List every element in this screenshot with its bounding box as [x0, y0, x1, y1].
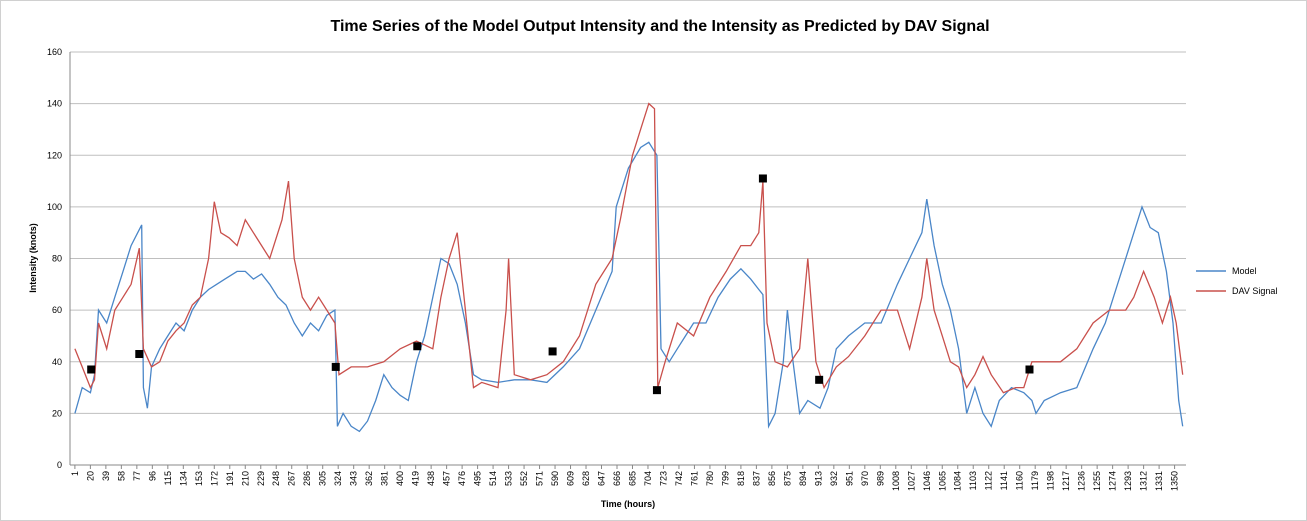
y-tick-label: 100 — [47, 202, 62, 212]
x-tick-label: 343 — [349, 471, 359, 486]
y-tick-label: 140 — [47, 99, 62, 109]
x-tick-label: 1236 — [1077, 471, 1087, 491]
x-axis-label: Time (hours) — [601, 499, 655, 509]
x-tick-label: 115 — [163, 471, 173, 485]
x-tick-label: 286 — [302, 471, 312, 486]
x-tick-label: 856 — [767, 471, 777, 486]
x-tick-label: 1027 — [906, 471, 916, 491]
x-tick-label: 1122 — [984, 471, 994, 490]
x-tick-label: 96 — [147, 471, 157, 481]
y-tick-label: 120 — [47, 150, 62, 160]
x-tick-label: 1293 — [1123, 471, 1133, 491]
marker — [652, 386, 661, 395]
x-tick-label: 400 — [395, 471, 405, 486]
marker — [331, 362, 340, 371]
x-tick-label: 267 — [287, 471, 297, 486]
marker — [413, 342, 422, 351]
x-tick-label: 419 — [411, 471, 421, 486]
x-tick-label: 1084 — [953, 471, 963, 491]
y-tick-label: 40 — [52, 357, 62, 367]
marker — [758, 174, 767, 183]
x-tick-label: 1141 — [999, 471, 1009, 490]
x-tick-label: 1160 — [1015, 471, 1025, 490]
y-tick-label: 60 — [52, 305, 62, 315]
marker — [87, 365, 96, 374]
x-tick-label: 438 — [426, 471, 436, 486]
x-tick-label: 191 — [225, 471, 235, 486]
y-tick-label: 160 — [47, 47, 62, 57]
x-tick-label: 1350 — [1170, 471, 1180, 491]
x-tick-label: 742 — [674, 471, 684, 486]
x-tick-label: 552 — [519, 471, 529, 486]
x-tick-label: 875 — [782, 471, 792, 486]
x-tick-label: 951 — [844, 471, 854, 486]
marker — [548, 347, 557, 356]
x-tick-label: 362 — [364, 471, 374, 486]
x-tick-label: 248 — [271, 471, 281, 486]
x-tick-label: 495 — [473, 471, 483, 486]
x-tick-label: 628 — [581, 471, 591, 486]
x-tick-label: 1179 — [1030, 471, 1040, 490]
x-tick-label: 685 — [627, 471, 637, 486]
x-tick-label: 1312 — [1139, 471, 1149, 491]
x-tick-label: 305 — [318, 471, 328, 486]
marker — [1025, 365, 1034, 374]
x-tick-label: 1065 — [937, 471, 947, 491]
x-tick-label: 989 — [875, 471, 885, 486]
x-tick-label: 571 — [535, 471, 545, 486]
x-tick-label: 799 — [720, 471, 730, 486]
marker — [815, 375, 824, 384]
x-tick-label: 590 — [550, 471, 560, 486]
x-tick-label: 837 — [751, 471, 761, 486]
x-tick-label: 20 — [85, 471, 95, 481]
x-tick-label: 894 — [798, 471, 808, 486]
x-tick-label: 647 — [597, 471, 607, 486]
legend-label: DAV Signal — [1232, 286, 1277, 296]
x-tick-label: 761 — [689, 471, 699, 486]
y-axis-label: Intensity (knots) — [28, 223, 38, 293]
x-tick-label: 457 — [442, 471, 452, 486]
x-tick-label: 704 — [643, 471, 653, 486]
legend-label: Model — [1232, 266, 1257, 276]
x-tick-label: 58 — [116, 471, 126, 481]
x-tick-label: 932 — [829, 471, 839, 486]
x-tick-label: 1 — [70, 471, 80, 476]
x-tick-label: 210 — [240, 471, 250, 486]
x-tick-label: 723 — [658, 471, 668, 486]
x-tick-label: 381 — [380, 471, 390, 486]
x-tick-label: 39 — [101, 471, 111, 481]
x-tick-label: 1274 — [1108, 471, 1118, 491]
x-tick-label: 1198 — [1046, 471, 1056, 490]
y-tick-label: 0 — [57, 460, 62, 470]
x-tick-label: 1008 — [891, 471, 901, 491]
x-tick-label: 818 — [736, 471, 746, 486]
y-tick-label: 80 — [52, 254, 62, 264]
line-series — [74, 141, 1184, 433]
x-tick-label: 514 — [488, 471, 498, 486]
x-tick-label: 970 — [860, 471, 870, 486]
x-tick-label: 780 — [705, 471, 715, 486]
x-tick-label: 1046 — [922, 471, 932, 491]
x-tick-label: 666 — [612, 471, 622, 486]
chart-title: Time Series of the Model Output Intensit… — [330, 18, 989, 35]
x-tick-label: 134 — [178, 471, 188, 486]
x-tick-label: 1217 — [1061, 471, 1071, 491]
line-series — [74, 102, 1184, 394]
x-tick-label: 324 — [333, 471, 343, 486]
x-tick-label: 1331 — [1154, 471, 1164, 491]
x-tick-label: 172 — [209, 471, 219, 486]
marker — [135, 350, 144, 359]
y-tick-label: 20 — [52, 408, 62, 418]
x-tick-label: 609 — [566, 471, 576, 486]
x-tick-label: 1255 — [1092, 471, 1102, 491]
x-tick-label: 476 — [457, 471, 467, 486]
x-tick-label: 533 — [504, 471, 514, 486]
x-tick-label: 1103 — [968, 471, 978, 490]
x-tick-label: 77 — [132, 471, 142, 481]
x-tick-label: 229 — [256, 471, 266, 486]
x-tick-label: 153 — [194, 471, 204, 486]
x-tick-label: 913 — [813, 471, 823, 486]
